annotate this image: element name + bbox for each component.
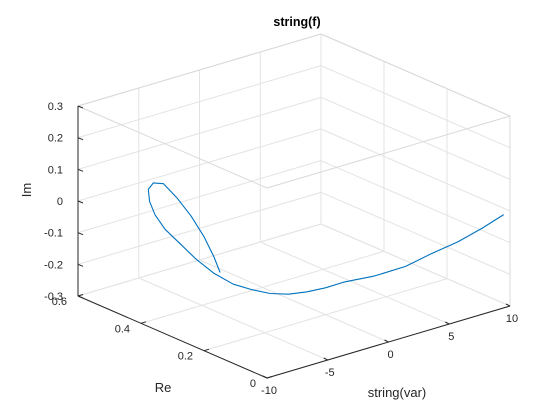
- grid-line-side-z: [320, 128, 511, 212]
- x-tick-label: 5: [448, 331, 454, 343]
- grid-line-back-z: [77, 128, 322, 202]
- y-tick-mark: [77, 294, 84, 297]
- grid-line-floor-y: [140, 250, 385, 324]
- x-tick-label: -5: [325, 367, 335, 379]
- grid-line-side-z: [320, 96, 511, 180]
- chart-title: string(f): [273, 15, 320, 29]
- y-tick-label: 0.6: [52, 296, 67, 308]
- grid-line-back-z: [77, 191, 322, 265]
- y-axis-label: Re: [155, 380, 172, 395]
- box-edge: [77, 33, 322, 107]
- grid-line-side-z: [320, 160, 511, 244]
- x-tick-label: 0: [387, 349, 393, 361]
- box-edge: [320, 33, 511, 117]
- z-tick-label: 0: [57, 196, 63, 208]
- x-tick-mark: [445, 321, 450, 325]
- x-tick-label: 10: [506, 313, 518, 325]
- z-tick-label: -0.1: [44, 228, 63, 240]
- grid-line-floor-y: [203, 278, 448, 352]
- z-tick-label: -0.2: [44, 259, 63, 271]
- box-edge: [77, 105, 268, 189]
- tick-labels: -10 -5 0 5 10 0 0.2 0.4 0.6-0.3 -0.2 -0.1 0 0.1 0.2 0.…: [44, 101, 518, 397]
- x-tick-label: -10: [261, 385, 277, 397]
- z-tick-mark: [77, 295, 84, 299]
- grid-line-floor-x: [138, 277, 328, 361]
- z-tick-label: 0.2: [48, 133, 63, 145]
- y-axis-line: [77, 295, 268, 379]
- grid-line-side-z: [320, 65, 511, 149]
- z-tick-mark: [77, 105, 84, 109]
- series-line: [147, 182, 504, 295]
- z-tick-label: 0.1: [48, 164, 63, 176]
- grid-line-floor-x: [199, 259, 389, 343]
- z-tick-mark: [77, 168, 84, 172]
- z-tick-mark: [77, 263, 84, 267]
- z-axis-label: Im: [19, 183, 34, 197]
- y-tick-mark: [140, 321, 147, 324]
- y-tick-mark: [266, 376, 273, 379]
- grid-line-back-z: [77, 96, 322, 170]
- z-tick-label: -0.3: [44, 291, 63, 303]
- z-tick-mark: [77, 232, 84, 236]
- z-tick-label: 0.3: [48, 101, 63, 113]
- x-tick-mark: [323, 357, 328, 361]
- box-edge: [266, 115, 511, 189]
- x-axis-label: string(var): [368, 385, 427, 400]
- grid-line-back-z: [77, 65, 322, 139]
- z-tick-mark: [77, 137, 84, 141]
- grid-line-side-z: [320, 191, 511, 275]
- grid-line-floor-x: [260, 241, 450, 325]
- x-tick-mark: [262, 375, 268, 379]
- y-tick-label: 0.2: [178, 351, 193, 363]
- y-tick-label: 0: [250, 378, 256, 390]
- grid-line-back-z: [77, 160, 322, 234]
- y-tick-label: 0.4: [115, 323, 130, 335]
- grid-line-side-z: [320, 223, 511, 307]
- x-tick-mark: [505, 303, 511, 307]
- y-tick-mark: [203, 348, 210, 352]
- grid-line-back-z: [77, 223, 322, 297]
- plot-area: [147, 182, 504, 295]
- z-tick-mark: [77, 200, 84, 204]
- x-tick-mark: [384, 339, 389, 343]
